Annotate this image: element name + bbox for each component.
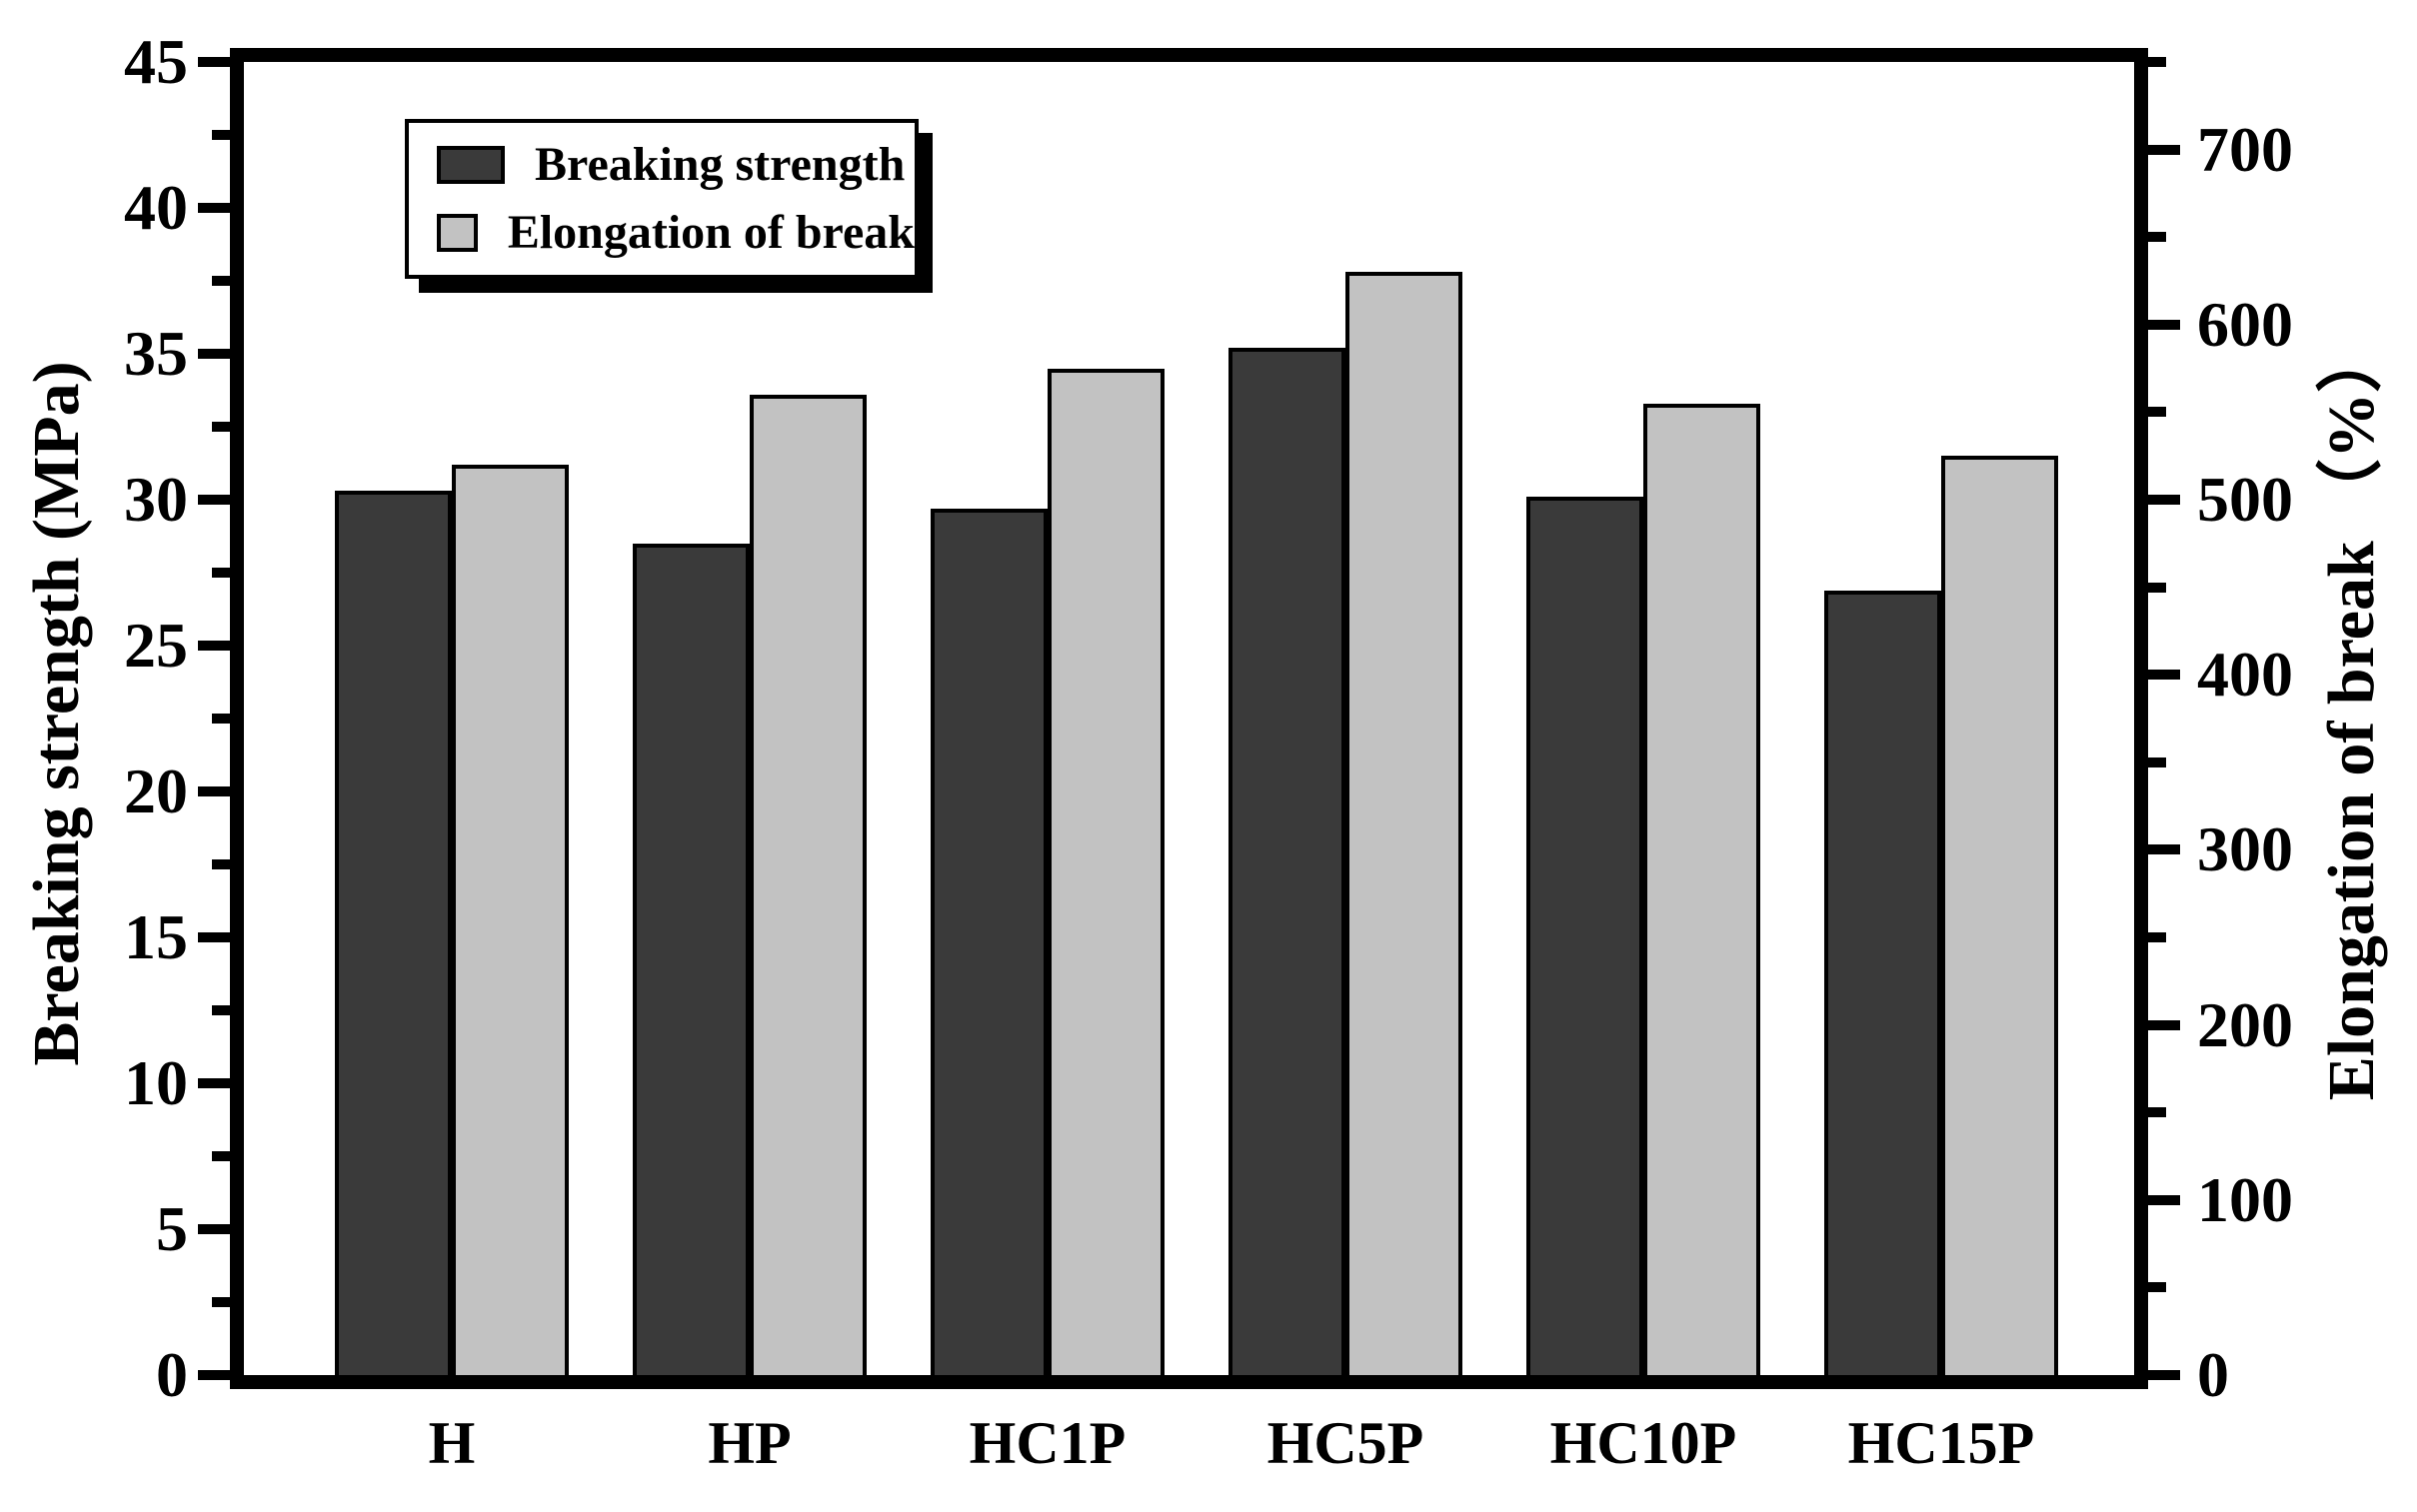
left-axis-major-tick — [198, 1370, 230, 1380]
bar-elongation-of-break-HC15P — [1941, 456, 2058, 1375]
bar-breaking-strength-HP — [633, 544, 750, 1375]
left-axis-minor-tick — [212, 568, 230, 578]
right-axis-major-tick — [2148, 670, 2180, 681]
right-axis-tick-label: 500 — [2197, 464, 2293, 535]
left-axis-minor-tick — [212, 1005, 230, 1015]
x-axis-category-label-H: H — [428, 1410, 476, 1476]
right-axis-tick-label: 700 — [2197, 113, 2293, 185]
left-axis-minor-tick — [212, 1151, 230, 1161]
legend: Breaking strength Elongation of break — [405, 119, 919, 279]
bar-elongation-of-break-HP — [750, 395, 867, 1375]
x-axis-category-label-HC10P: HC10P — [1549, 1410, 1737, 1476]
bar-breaking-strength-HC15P — [1824, 591, 1941, 1375]
left-axis-major-tick — [198, 786, 230, 796]
left-axis-major-tick — [198, 641, 230, 651]
right-axis-major-tick — [2148, 1370, 2180, 1380]
bar-elongation-of-break-HC1P — [1048, 369, 1165, 1375]
right-axis-tick-label: 200 — [2197, 988, 2293, 1060]
right-axis-tick-label: 600 — [2197, 288, 2293, 360]
right-axis-minor-tick — [2148, 232, 2166, 243]
bar-breaking-strength-HC1P — [931, 509, 1048, 1375]
bar-elongation-of-break-HC5P — [1345, 272, 1462, 1375]
x-axis-category-label-HC1P: HC1P — [969, 1410, 1127, 1476]
x-axis-category-label-HP: HP — [708, 1410, 792, 1476]
right-axis-minor-tick — [2148, 1282, 2166, 1293]
left-axis-tick-label: 5 — [156, 1193, 188, 1264]
left-axis-tick-label: 45 — [124, 26, 188, 97]
right-axis-minor-tick — [2148, 932, 2166, 942]
left-axis-tick-label: 30 — [124, 464, 188, 535]
bar-breaking-strength-HC10P — [1526, 497, 1643, 1375]
left-axis-minor-tick — [212, 276, 230, 286]
right-axis-minor-tick — [2148, 582, 2166, 593]
right-axis-minor-tick — [2148, 1107, 2166, 1118]
left-axis-tick-label: 15 — [124, 901, 188, 972]
left-axis-major-tick — [198, 349, 230, 359]
left-axis-tick-label: 0 — [156, 1339, 188, 1410]
bar-breaking-strength-H — [335, 491, 452, 1375]
left-axis-major-tick — [198, 932, 230, 942]
right-axis-major-tick — [2148, 144, 2180, 155]
right-axis-major-tick — [2148, 1019, 2180, 1030]
right-axis-major-tick — [2148, 495, 2180, 505]
legend-swatch-breaking-strength — [437, 146, 505, 184]
legend-label-breaking-strength: Breaking strength — [535, 138, 906, 191]
right-axis-tick-label: 300 — [2197, 813, 2293, 885]
right-axis-major-tick — [2148, 319, 2180, 330]
left-axis-tick-label: 10 — [124, 1047, 188, 1118]
left-axis-tick-label: 20 — [124, 756, 188, 826]
right-axis-tick-label: 0 — [2197, 1339, 2229, 1410]
bar-elongation-of-break-HC10P — [1643, 404, 1760, 1375]
legend-item-elongation-of-break: Elongation of break — [437, 207, 915, 259]
left-axis-minor-tick — [212, 714, 230, 724]
legend-swatch-elongation-of-break — [437, 214, 478, 252]
plot-area — [230, 48, 2148, 1389]
left-axis-tick-label: 25 — [124, 610, 188, 681]
right-axis-minor-tick — [2148, 57, 2166, 67]
left-axis-tick-label: 40 — [124, 172, 188, 243]
bar-elongation-of-break-H — [452, 465, 569, 1375]
left-axis-major-tick — [198, 57, 230, 67]
left-axis-major-tick — [198, 1078, 230, 1088]
legend-item-breaking-strength: Breaking strength — [437, 139, 915, 191]
legend-label-elongation-of-break: Elongation of break — [507, 206, 915, 259]
x-axis-category-label-HC15P: HC15P — [1847, 1410, 2035, 1476]
bar-breaking-strength-HC5P — [1228, 348, 1345, 1375]
right-axis-minor-tick — [2148, 756, 2166, 767]
left-axis-tick-label: 35 — [124, 318, 188, 389]
right-axis-tick-label: 400 — [2197, 639, 2293, 711]
x-axis-category-label-HC5P: HC5P — [1266, 1410, 1424, 1476]
left-axis-minor-tick — [212, 422, 230, 432]
left-axis-minor-tick — [212, 859, 230, 869]
left-axis-major-tick — [198, 495, 230, 505]
left-axis-major-tick — [198, 1224, 230, 1234]
right-axis-major-tick — [2148, 1194, 2180, 1205]
left-axis-minor-tick — [212, 1297, 230, 1307]
right-axis-minor-tick — [2148, 407, 2166, 418]
right-axis-tick-label: 100 — [2197, 1163, 2293, 1235]
left-axis-major-tick — [198, 203, 230, 213]
left-axis-minor-tick — [212, 130, 230, 140]
right-axis-major-tick — [2148, 844, 2180, 855]
